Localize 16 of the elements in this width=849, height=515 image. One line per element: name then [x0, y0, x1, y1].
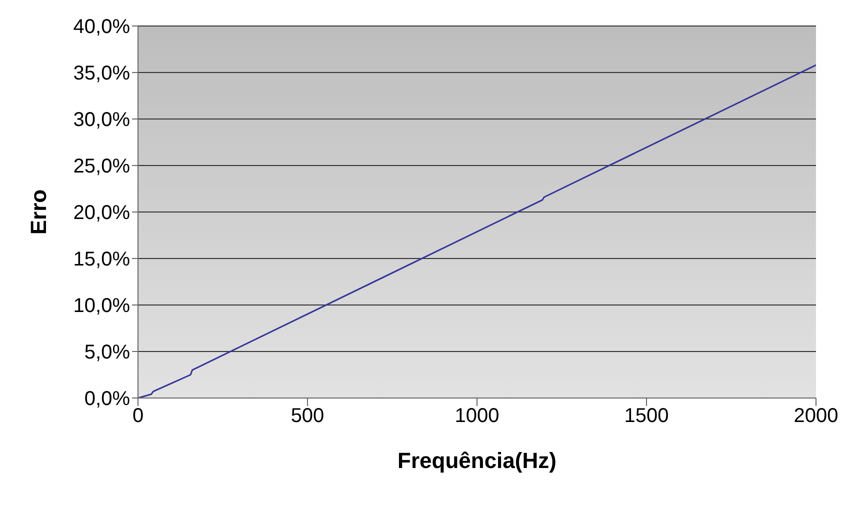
y-tick-label: 10,0% [73, 295, 130, 318]
y-tick-label: 15,0% [73, 248, 130, 271]
y-tick-label: 25,0% [73, 156, 130, 178]
y-tick-label: 35,0% [73, 62, 130, 85]
y-tick-label: 0,0% [84, 388, 130, 410]
y-tick-label: 30,0% [73, 109, 130, 132]
x-axis-title: Frequência(Hz) [398, 448, 556, 473]
y-tick-label: 5,0% [84, 342, 130, 364]
x-tick-label: 2000 [794, 405, 838, 428]
y-tick-label: 20,0% [73, 202, 130, 224]
y-tick-label: 40,0% [73, 16, 130, 38]
x-tick-label: 500 [290, 405, 324, 428]
x-tick-label: 1500 [624, 405, 669, 428]
x-tick-label: 1000 [454, 405, 500, 428]
x-tick-label: 0 [132, 405, 144, 428]
y-axis-title: Erro [26, 189, 51, 235]
